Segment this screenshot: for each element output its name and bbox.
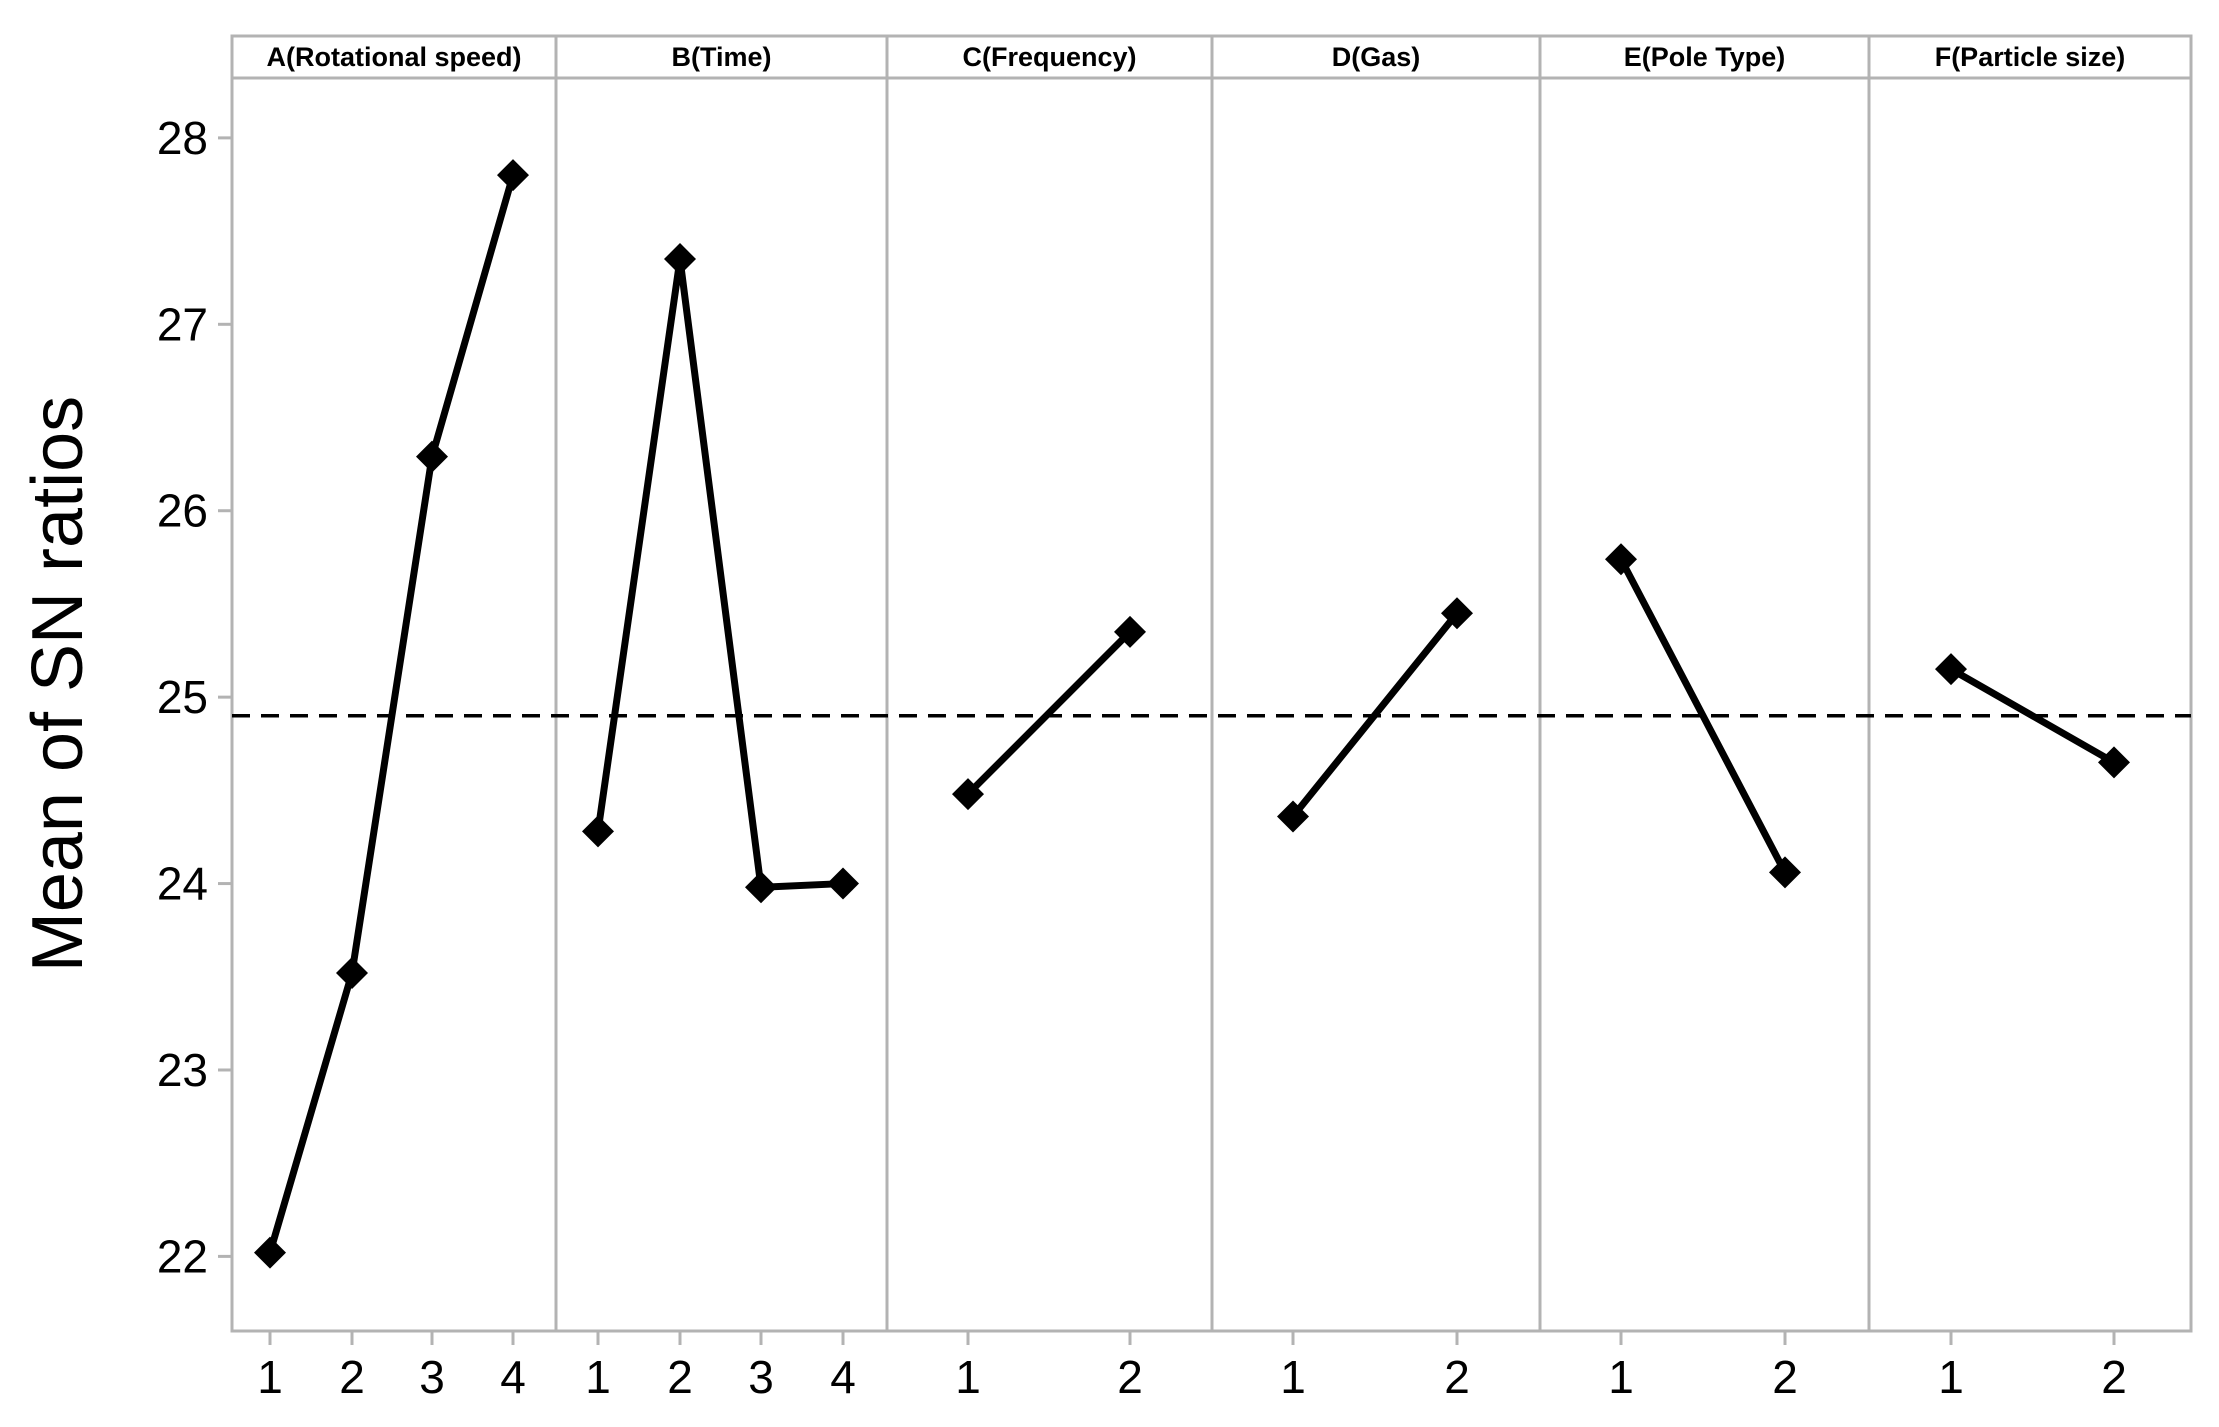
x-tick-label: 3 [419,1351,445,1403]
panel-title: C(Frequency) [962,42,1136,72]
y-tick-label: 22 [157,1230,208,1282]
panel-title: A(Rotational speed) [266,42,521,72]
panel-title: E(Pole Type) [1624,42,1786,72]
x-tick-label: 4 [500,1351,526,1403]
x-tick-label: 2 [2101,1351,2127,1403]
y-tick-label: 28 [157,112,208,164]
data-point [1769,856,1801,889]
data-point [582,815,614,848]
x-tick-label: 2 [1117,1351,1143,1403]
x-tick-label: 1 [585,1351,611,1403]
data-point [2098,746,2130,779]
x-tick-label: 1 [1280,1351,1306,1403]
data-point [1441,597,1473,630]
series-line [266,171,517,1257]
data-point [416,440,448,473]
x-tick-label: 1 [1938,1351,1964,1403]
x-tick-label: 1 [1608,1351,1634,1403]
data-point [497,159,529,192]
data-point [827,867,859,900]
y-axis-label: Mean of SN ratios [18,396,98,972]
panel-title: D(Gas) [1332,42,1421,72]
x-tick-label: 2 [1444,1351,1470,1403]
data-point [664,243,696,276]
series-line [964,628,1134,798]
series-line [594,258,847,891]
y-tick-label: 27 [157,298,208,350]
data-point [1605,543,1637,576]
y-tick-label: 25 [157,671,208,723]
data-point [1935,653,1967,686]
y-tick-label: 24 [157,858,208,910]
y-tick-label: 26 [157,485,208,537]
data-point [952,778,984,811]
panel-title: F(Particle size) [1935,42,2126,72]
series-line [1947,665,2118,766]
x-tick-label: 2 [1772,1351,1798,1403]
panel-title: B(Time) [671,42,771,72]
data-point [1277,800,1309,833]
series-line [1617,555,1789,876]
x-tick-label: 4 [830,1351,856,1403]
x-tick-label: 2 [339,1351,365,1403]
x-tick-label: 2 [667,1351,693,1403]
data-point [745,871,777,904]
data-point [336,957,368,990]
series-line [1289,609,1461,820]
x-tick-label: 3 [748,1351,774,1403]
y-tick-label: 23 [157,1044,208,1096]
data-point [254,1236,286,1269]
x-tick-label: 1 [955,1351,981,1403]
x-tick-label: 1 [257,1351,283,1403]
data-point [1114,615,1146,648]
